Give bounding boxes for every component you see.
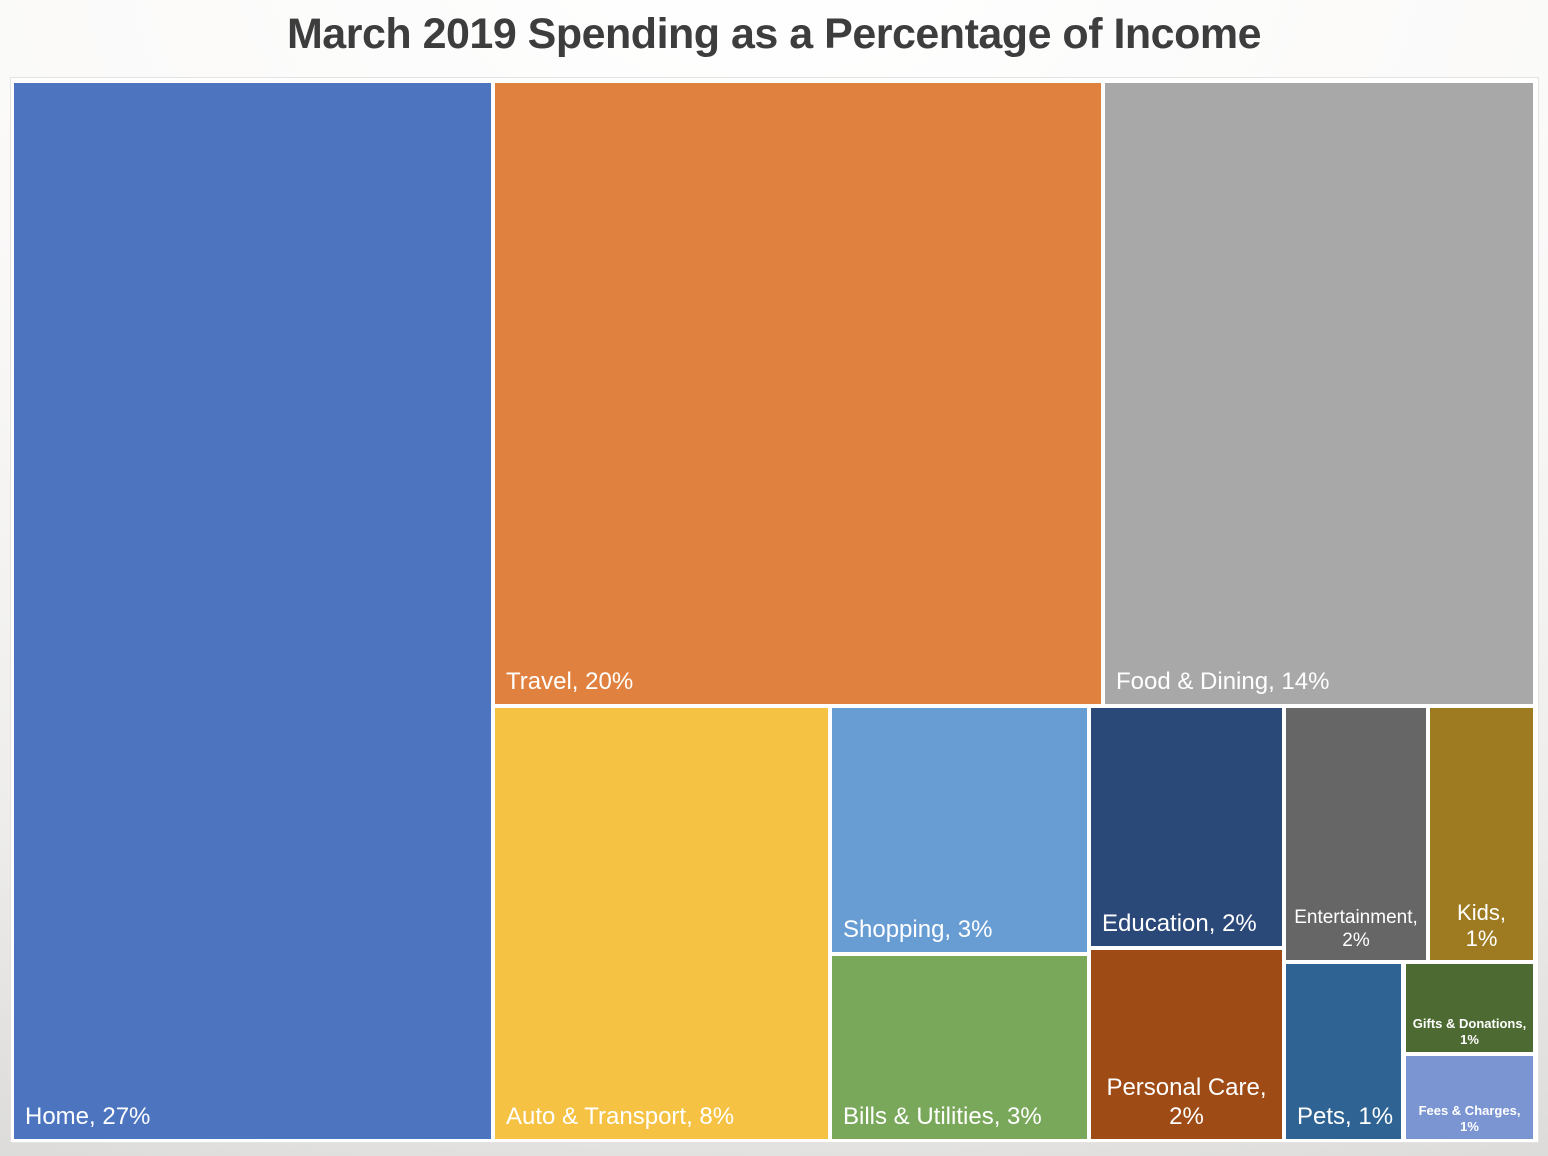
label-bills-utilities: Bills & Utilities, 3%: [843, 1102, 1042, 1130]
label-pets: Pets, 1%: [1297, 1102, 1394, 1130]
treemap-block-home: Home, 27%: [14, 83, 491, 1139]
label-fees-charges: Fees & Charges, 1%: [1418, 1103, 1521, 1134]
treemap-block-fees-charges: Fees & Charges, 1%: [1406, 1056, 1533, 1139]
treemap-block-gifts-donations: Gifts & Donations, 1%: [1406, 964, 1533, 1052]
treemap-block-food-dining: Food & Dining, 14%: [1105, 83, 1533, 704]
treemap-block-shopping: Shopping, 3%: [832, 708, 1087, 952]
label-auto-transport: Auto & Transport, 8%: [506, 1102, 735, 1130]
label-kids: Kids, 1%: [1457, 900, 1506, 952]
treemap-block-bills-utilities: Bills & Utilities, 3%: [832, 956, 1087, 1139]
label-shopping: Shopping, 3%: [843, 915, 993, 943]
label-personal-care: Personal Care, 2%: [1106, 1074, 1267, 1130]
label-food-dining: Food & Dining, 14%: [1116, 667, 1330, 695]
label-travel: Travel, 20%: [506, 667, 634, 695]
treemap-chart: Home, 27% Travel, 20% Food & Dining, 14%…: [10, 77, 1539, 1143]
treemap-block-entertainment: Entertainment, 2%: [1286, 708, 1426, 960]
label-entertainment: Entertainment, 2%: [1294, 907, 1418, 951]
treemap-block-auto-transport: Auto & Transport, 8%: [495, 708, 828, 1139]
chart-title: March 2019 Spending as a Percentage of I…: [286, 10, 1262, 58]
label-home: Home, 27%: [25, 1102, 151, 1130]
treemap-block-pets: Pets, 1%: [1286, 964, 1401, 1139]
label-education: Education, 2%: [1102, 909, 1257, 937]
label-gifts-donations: Gifts & Donations, 1%: [1412, 1016, 1527, 1047]
treemap-block-travel: Travel, 20%: [495, 83, 1101, 704]
treemap-block-education: Education, 2%: [1091, 708, 1282, 946]
treemap-block-kids: Kids, 1%: [1430, 708, 1533, 960]
treemap-block-personal-care: Personal Care, 2%: [1091, 950, 1282, 1139]
